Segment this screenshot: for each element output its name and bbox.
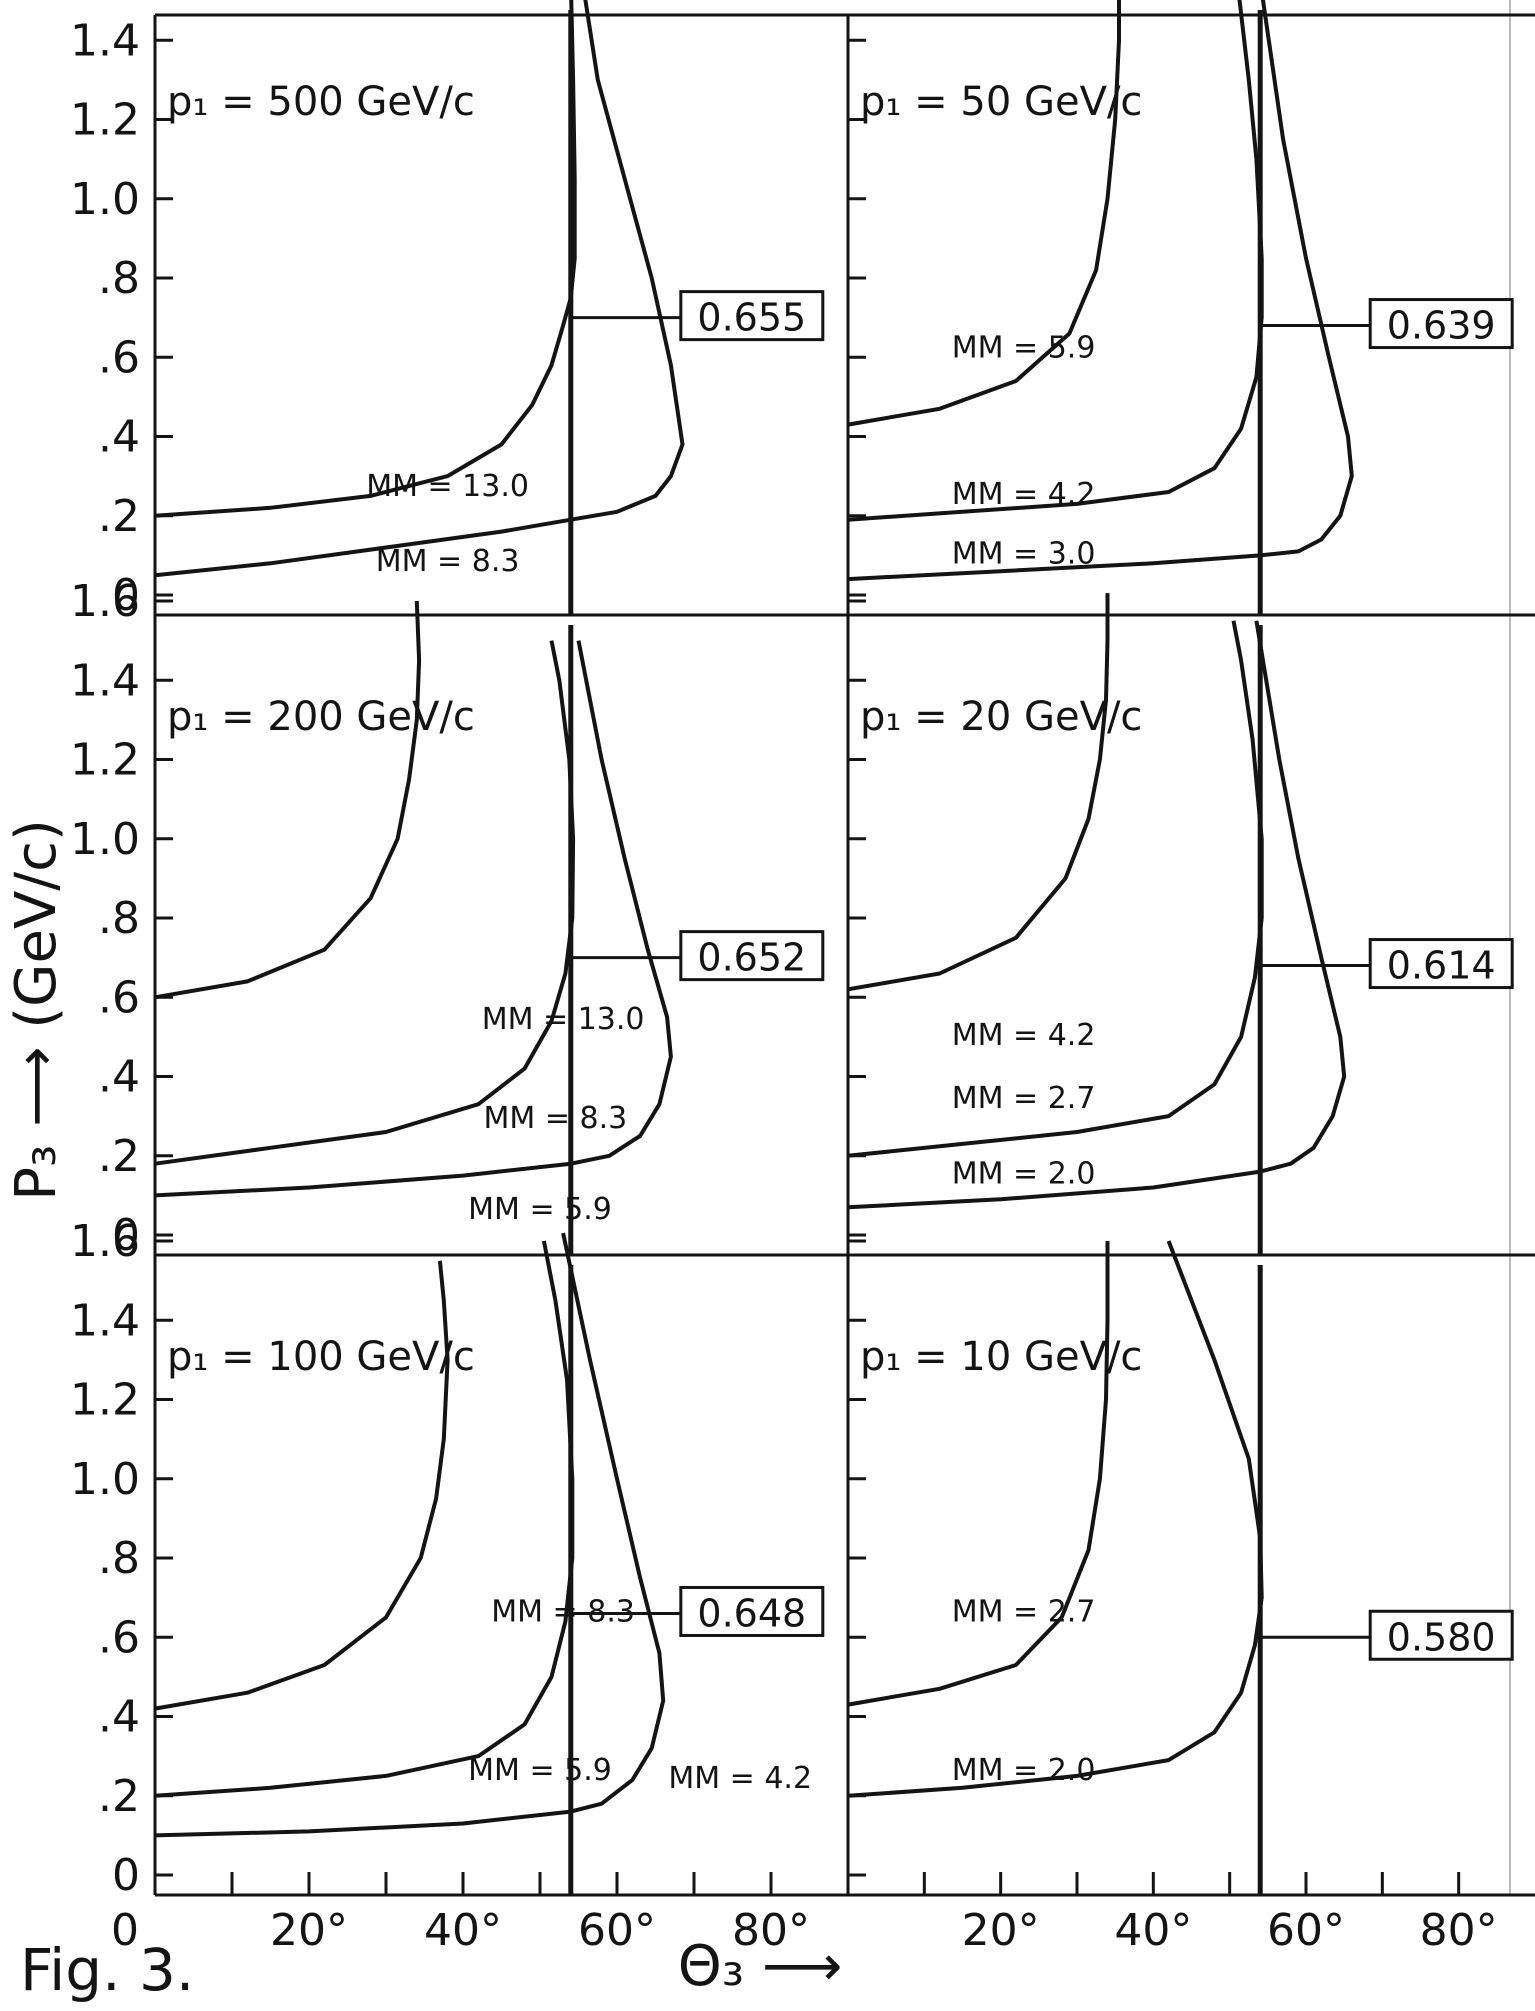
series-label: MM = 13.0 <box>482 1002 645 1037</box>
x-tick-label: 60° <box>578 1905 656 1956</box>
marker-value-label: 0.639 <box>1387 304 1496 348</box>
marker-value-box <box>679 1585 825 1637</box>
series-curve <box>154 0 577 518</box>
panel-title: p₁ = 100 GeV/c <box>167 1334 475 1380</box>
x-tick-label: 60° <box>1267 1905 1345 1956</box>
chart-panel: p₁ = 20 GeV/c MM = 4.2 MM = 2.7 MM = 2.0 0.6… <box>847 593 1514 1255</box>
y-tick-label: 1.0 <box>70 174 140 225</box>
panel-title: p₁ = 10 GeV/c <box>860 1334 1142 1380</box>
x-tick-label: 20° <box>962 1905 1040 1956</box>
y-tick-label: .6 <box>98 1612 140 1663</box>
x-tick-label: 80° <box>732 1905 810 1956</box>
marker-value-label: 0.648 <box>697 1591 806 1635</box>
series-curve <box>154 1240 575 1798</box>
series-curve <box>154 1260 450 1711</box>
y-tick-label: 1.0 <box>70 814 140 865</box>
marker-value-box <box>1368 1609 1514 1661</box>
y-tick-label: 0 <box>112 1850 140 1901</box>
y-tick-label: 1.2 <box>70 95 140 146</box>
y-tick-label: .4 <box>98 1052 140 1103</box>
marker-value-box <box>1368 298 1514 350</box>
y-tick-label: 1.2 <box>70 1375 140 1426</box>
series-curve <box>847 620 1347 1210</box>
chart-panel: p₁ = 500 GeV/c MM = 13.0 MM = 8.3 0.655 <box>154 0 825 615</box>
series-label: MM = 8.3 <box>376 544 520 579</box>
series-curve <box>154 0 685 578</box>
y-tick-label: 1.2 <box>70 735 140 786</box>
y-tick-label: .6 <box>98 972 140 1023</box>
y-tick-label: .4 <box>98 412 140 463</box>
series-label: MM = 4.2 <box>952 1018 1096 1053</box>
series-label: MM = 5.9 <box>468 1753 612 1788</box>
series-curve <box>847 593 1110 992</box>
figure-label: Fig. 3. <box>20 1936 194 2004</box>
series-curve <box>847 0 1354 582</box>
series-label: MM = 4.2 <box>668 1761 812 1796</box>
series-curve <box>154 640 673 1198</box>
series-curve <box>154 1232 666 1838</box>
y-tick-label: 1.0 <box>70 1454 140 1505</box>
x-tick-label: 40° <box>1114 1905 1192 1956</box>
y-tick-label: .2 <box>98 491 140 542</box>
x-tick-label: 40° <box>424 1905 502 1956</box>
series-curve <box>847 1240 1264 1798</box>
marker-value-box <box>1368 938 1514 990</box>
y-tick-label: .2 <box>98 1771 140 1822</box>
marker-value-label: 0.614 <box>1387 944 1496 988</box>
series-curve <box>154 600 422 1000</box>
y-axis-title: P₃ ⟶ (GeV/c) <box>4 819 69 1201</box>
series-curve <box>847 620 1264 1158</box>
panel-title: p₁ = 500 GeV/c <box>167 79 475 125</box>
y-tick-label: .8 <box>98 893 140 944</box>
x-tick-label: 80° <box>1420 1905 1498 1956</box>
series-curve <box>154 640 576 1166</box>
y-tick-label: 0 <box>112 1210 140 1261</box>
chart-panel: p₁ = 100 GeV/cMM = 8.3MM = 5.9 MM = 4.20.… <box>154 1232 825 1895</box>
marker-value-label: 0.655 <box>697 296 806 340</box>
series-curve <box>847 1241 1110 1707</box>
marker-value-box <box>679 930 825 982</box>
y-tick-label: .6 <box>98 332 140 383</box>
marker-value-label: 0.580 <box>1387 1615 1496 1659</box>
series-label: MM = 2.0 <box>952 1753 1096 1788</box>
ticks-group: 0.2.4.6.81.01.21.40.2.4.6.81.01.21.41.60… <box>70 15 1498 1956</box>
y-tick-label: .2 <box>98 1131 140 1182</box>
series-label: MM = 5.9 <box>468 1192 612 1227</box>
chart-panel: p₁ = 200 GeV/c MM = 13.0 MM = 8.3 MM = 5.9 0… <box>154 600 825 1255</box>
figure-frame <box>153 0 1535 1897</box>
y-tick-label: 1.4 <box>70 1295 140 1346</box>
series-label: MM = 5.9 <box>952 330 1096 365</box>
x-axis-title: Θ₃ ⟶ <box>678 1934 843 1999</box>
series-label: MM = 13.0 <box>366 469 529 504</box>
series-curve <box>847 0 1264 522</box>
marker-value-label: 0.652 <box>697 936 806 980</box>
y-tick-label: .8 <box>98 1533 140 1584</box>
y-tick-label: .4 <box>98 1692 140 1743</box>
series-label: MM = 4.2 <box>952 477 1096 512</box>
marker-value-box <box>679 290 825 342</box>
y-tick-label: 1.6 <box>70 576 140 627</box>
x-tick-label: 20° <box>270 1905 348 1956</box>
y-tick-label: 1.4 <box>70 15 140 66</box>
panel-title: p₁ = 50 GeV/c <box>860 79 1142 125</box>
series-label: MM = 3.0 <box>952 536 1096 571</box>
y-tick-label: 1.4 <box>70 655 140 706</box>
chart-panel: p₁ = 10 GeV/c MM = 2.7 MM = 2.0 0.580 <box>847 1240 1514 1895</box>
y-tick-label: .8 <box>98 253 140 304</box>
y-tick-label: 0 <box>112 570 140 621</box>
series-label: MM = 2.7 <box>952 1594 1096 1629</box>
series-label: MM = 2.0 <box>952 1156 1096 1191</box>
panel-title: p₁ = 200 GeV/c <box>167 694 475 740</box>
series-curve <box>847 0 1121 427</box>
panel-title: p₁ = 20 GeV/c <box>860 694 1142 740</box>
chart-panel: p₁ = 50 GeV/c MM = 5.9 MM = 4.2 MM = 3.0 0.6… <box>847 0 1514 615</box>
y-tick-label: 1.6 <box>70 1216 140 1267</box>
x-tick-label: 0 <box>111 1905 139 1956</box>
series-label: MM = 8.3 <box>484 1101 628 1136</box>
series-label: MM = 2.7 <box>952 1081 1096 1116</box>
